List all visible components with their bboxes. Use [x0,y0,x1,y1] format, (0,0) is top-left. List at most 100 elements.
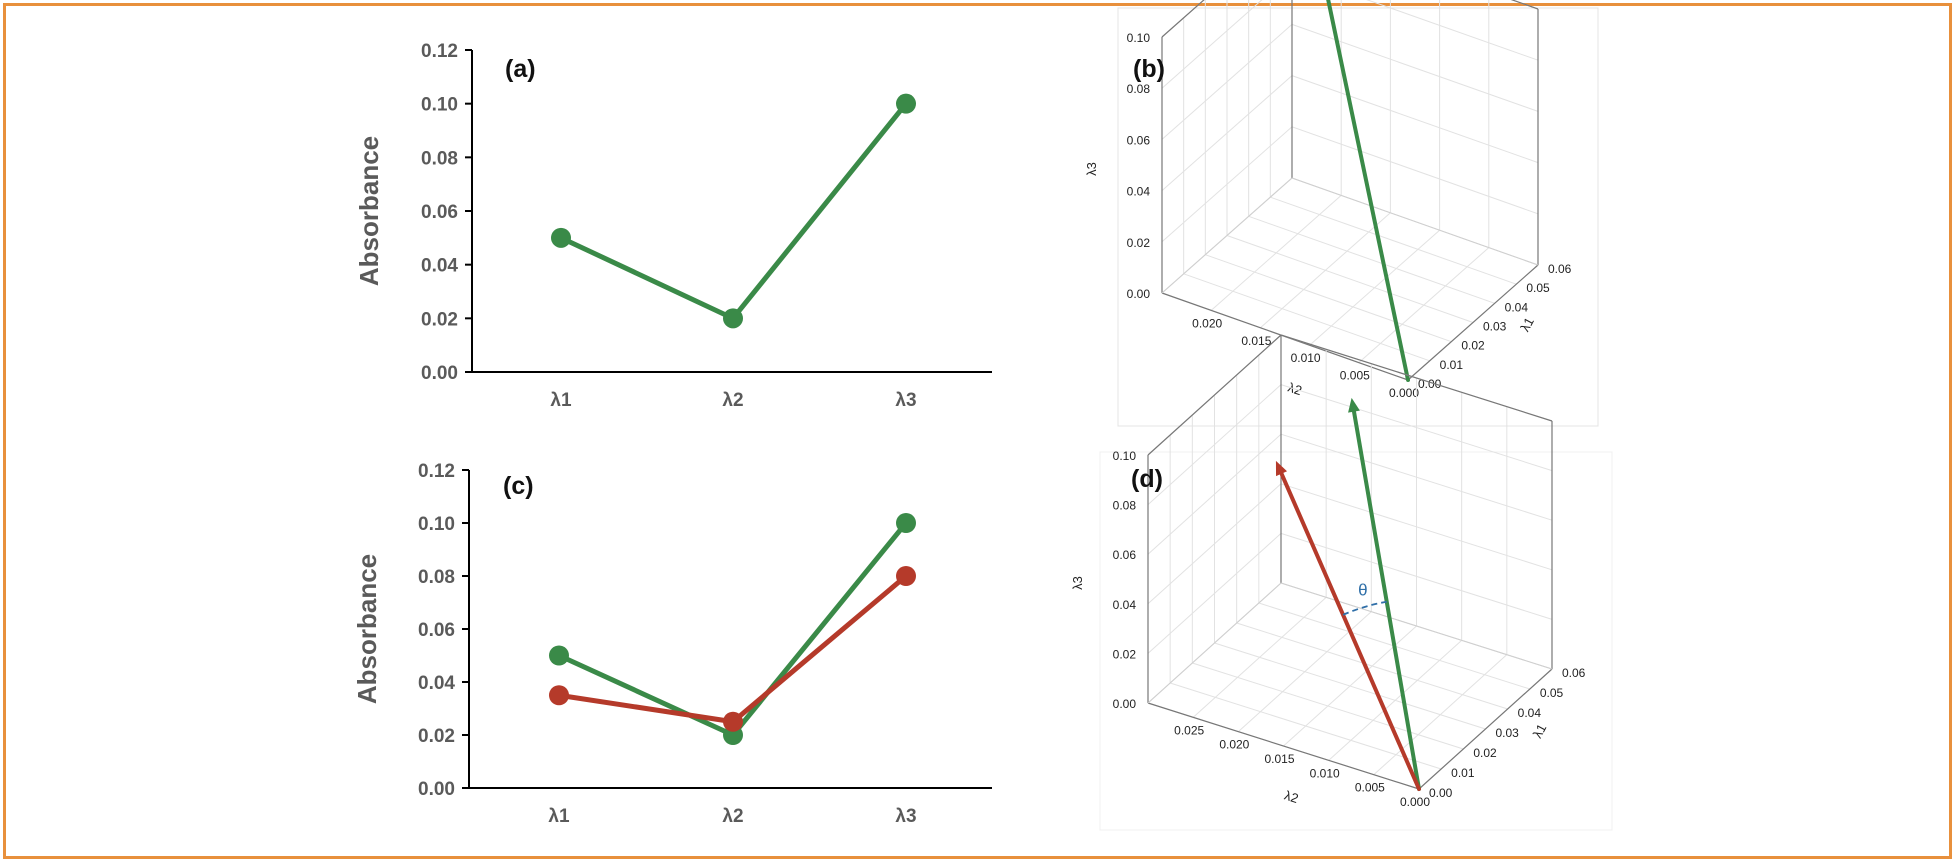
panel-c-line-chart: 0.00 0.02 0.04 0.06 0.08 0.10 0.12 λ1 λ2 λ3 Absorb… [352,461,992,827]
theta-label: θ [1358,580,1367,599]
lambda1-tick-label: 0.01 [1451,766,1475,780]
lambda2-tick-label: 0.005 [1340,369,1370,383]
box-edge [1147,582,1282,704]
lambda1-tick-label: 0.04 [1505,300,1529,314]
y-tick-label: 0.02 [421,309,458,330]
lambda1-tick-label: 0.05 [1526,281,1550,295]
panel-a-axes: 0.00 0.02 0.04 0.06 0.08 0.10 0.12 λ1 λ2 λ3 Absorb… [354,41,992,411]
lambda2-tick-label: 0.015 [1241,334,1271,348]
y-axis-label: Absorbance [352,554,382,704]
y-tick-label: 0.06 [421,202,458,223]
x-tick-label: λ2 [722,390,743,411]
lambda2-tick-label: 0.005 [1355,781,1385,795]
floor-grid-line [1248,215,1495,304]
floor-grid-line [1214,642,1486,730]
vector-shaft-2 [1279,471,1421,791]
floor-grid-line [1183,273,1430,362]
lambda1-tick-label: 0.03 [1496,726,1520,740]
lambda3-tick-label: 0.06 [1113,548,1137,562]
side-wall-grid-line [1291,23,1539,112]
back-wall-grid-line [1161,24,1293,140]
data-point-series-1 [896,513,916,533]
panel-d-vectors [1275,397,1421,791]
x-tick-label: λ3 [895,390,916,411]
floor-grid-line [1192,662,1464,750]
lambda2-tick-label: 0.020 [1192,316,1222,330]
y-tick-label: 0.00 [421,363,458,384]
lambda1-tick-label: 0.04 [1518,706,1542,720]
y-tick-label: 0.12 [421,41,458,62]
vector-shaft-1 [1351,409,1421,791]
back-wall-grid-line [1161,75,1293,191]
vector-arrowhead-1 [1348,397,1360,413]
lambda1-axis-label: λ1 [1517,315,1537,334]
y-tick-label: 0.12 [418,461,455,482]
lambda3-tick-label: 0.06 [1127,133,1151,147]
y-tick-label: 0.04 [421,256,458,277]
lambda1-tick-label: 0.06 [1562,666,1586,680]
vector-shaft-1 [1326,0,1410,382]
side-wall-grid-line [1280,384,1553,472]
y-tick-label: 0.02 [418,726,455,747]
box-edge [1161,177,1293,294]
lambda3-tick-label: 0.08 [1113,499,1137,513]
data-point-series-2 [549,685,569,706]
panel-a-marks [551,93,916,329]
lambda1-tick-label: 0.02 [1473,746,1497,760]
box-edge [1418,668,1553,790]
y-tick-label: 0.06 [418,620,455,641]
theta-arc [1342,600,1387,616]
vector-arrowhead-2 [1275,460,1288,477]
lambda3-tick-label: 0.00 [1113,697,1137,711]
lambda2-axis-label: λ2 [1283,788,1301,807]
lambda3-tick-label: 0.00 [1127,287,1151,301]
lambda1-tick-label: 0.01 [1440,358,1464,372]
lambda1-tick-label: 0.06 [1548,262,1572,276]
side-wall-grid-line [1280,532,1553,620]
lambda2-tick-label: 0.010 [1291,351,1321,365]
panel-b-grid [1161,0,1539,381]
lambda2-tick-label: 0.020 [1219,738,1249,752]
floor-grid-line [1205,254,1452,343]
lambda3-tick-label: 0.02 [1113,647,1137,661]
panel-b-ticks: 0.0000.0050.0100.0150.020λ20.000.010.020… [1084,31,1572,400]
floor-grid-line [1270,196,1517,285]
x-tick-label: λ1 [548,806,570,827]
back-wall-grid-line [1147,483,1282,605]
lambda1-axis-label: λ1 [1530,721,1550,740]
back-wall-grid-line [1147,384,1282,505]
lambda3-axis-label: λ3 [1070,576,1085,590]
data-point-series-1 [723,308,743,329]
lambda1-tick-label: 0.00 [1429,786,1453,800]
y-tick-label: 0.10 [418,514,455,535]
lambda1-tick-label: 0.03 [1483,320,1507,334]
lambda2-tick-label: 0.000 [1389,386,1419,400]
lambda3-tick-label: 0.10 [1113,449,1137,463]
box-edge [1280,582,1553,670]
lambda3-tick-label: 0.10 [1127,31,1151,45]
panel-c-axes: 0.00 0.02 0.04 0.06 0.08 0.10 0.12 λ1 λ2 λ3 Absorb… [352,461,992,827]
panel-d-grid [1147,334,1553,790]
panel-d-angle-annotation: θ [1342,580,1387,616]
data-point-series-1 [551,227,571,248]
panel-b-vectors [1326,0,1410,382]
y-tick-label: 0.10 [421,95,458,116]
figure-frame [3,3,1952,859]
back-wall-grid-line [1147,433,1282,555]
lambda3-tick-label: 0.02 [1127,236,1151,250]
floor-grid-line [1226,235,1474,323]
lambda1-tick-label: 0.05 [1540,686,1564,700]
y-tick-label: 0.04 [418,673,455,694]
x-tick-label: λ1 [550,390,572,411]
panel-d-3d-vector-plot: 0.000 0.005 0.010 0.015 0.020 0.025 λ2 0.00 0.01… [1070,334,1613,831]
lambda2-tick-label: 0.025 [1174,723,1204,737]
lambda1-tick-label: 0.02 [1461,339,1485,353]
side-wall-grid-line [1291,75,1539,164]
panel-a-label: (a) [505,55,536,83]
series-line-2 [558,574,908,725]
panel-b-3d-vector-plot: 0.0000.0050.0100.0150.020λ20.000.010.020… [1084,0,1599,427]
series-line-1 [559,102,908,321]
side-wall-grid-line [1366,0,1539,61]
data-point-series-2 [896,566,916,586]
